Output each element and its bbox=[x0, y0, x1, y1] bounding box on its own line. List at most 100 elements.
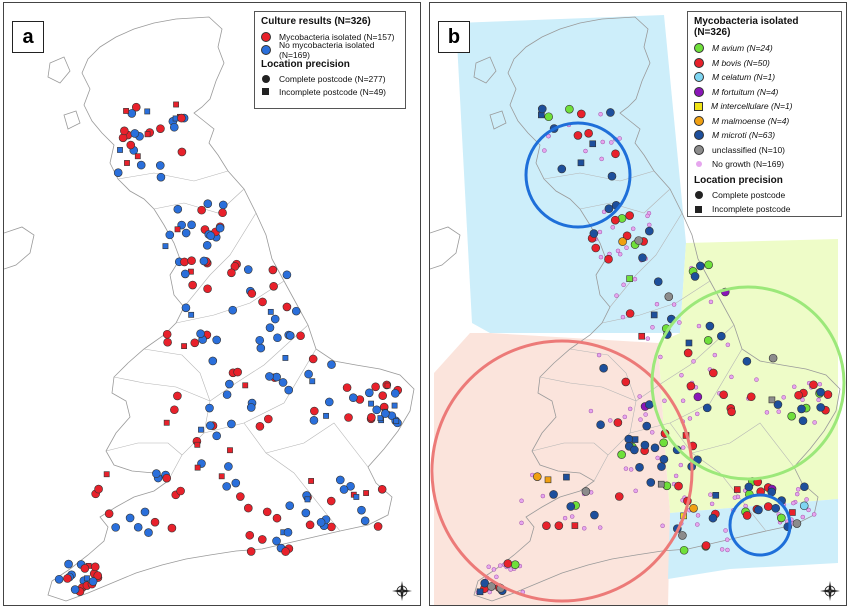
point-no-growth bbox=[781, 395, 786, 400]
point-isolated bbox=[162, 473, 172, 483]
point-m-bovis bbox=[742, 511, 752, 520]
point-not-isolated bbox=[368, 400, 374, 407]
point-no-growth bbox=[582, 526, 587, 531]
point-no-growth bbox=[622, 414, 628, 420]
point-isolated bbox=[282, 302, 292, 312]
point-m-microti bbox=[640, 440, 650, 450]
point-not-isolated bbox=[393, 418, 400, 424]
point-not-isolated bbox=[88, 577, 98, 586]
point-no-growth bbox=[671, 302, 677, 307]
point-no-growth bbox=[647, 222, 652, 228]
region-west bbox=[434, 333, 670, 605]
point-no-growth bbox=[546, 133, 551, 139]
point-isolated bbox=[227, 447, 233, 454]
point-m-bovis bbox=[625, 309, 635, 318]
county-boundary bbox=[113, 376, 211, 402]
point-m-microti bbox=[650, 443, 660, 453]
point-isolated bbox=[194, 441, 201, 448]
island-outline bbox=[489, 110, 507, 130]
point-no-growth bbox=[598, 111, 603, 117]
county-boundary bbox=[265, 422, 369, 468]
black-square-icon bbox=[695, 205, 702, 213]
point-not-isolated bbox=[224, 462, 233, 471]
legend-title: Culture results (N=326) bbox=[261, 16, 371, 27]
point-not-isolated bbox=[324, 397, 334, 407]
point-not-isolated bbox=[181, 228, 191, 238]
point-not-isolated bbox=[180, 269, 190, 279]
point-not-isolated bbox=[181, 303, 191, 313]
panel-label-a: a bbox=[12, 21, 44, 53]
legend-item-incomplete: Incomplete postcode (N=49) bbox=[261, 85, 399, 98]
point-isolated bbox=[174, 226, 181, 233]
point-isolated bbox=[342, 383, 352, 392]
purple-circle-icon bbox=[694, 86, 704, 97]
map-panel-a: a Culture results (N=326) Mycobacteria i… bbox=[3, 2, 421, 606]
point-no-growth bbox=[677, 320, 682, 325]
point-isolated bbox=[218, 208, 227, 218]
point-m-bovis bbox=[604, 254, 613, 264]
point-not-isolated bbox=[162, 243, 169, 250]
point-isolated bbox=[281, 547, 290, 556]
point-no-growth bbox=[540, 493, 546, 499]
point-m-avium bbox=[617, 450, 626, 459]
point-not-isolated bbox=[130, 129, 140, 138]
point-isolated bbox=[264, 414, 273, 424]
black-square-icon bbox=[262, 88, 269, 95]
point-no-growth bbox=[598, 254, 604, 260]
region-north bbox=[456, 15, 686, 333]
point-isolated bbox=[272, 513, 282, 523]
legend-item-isolated: Mycobacteria isolated (N=157) bbox=[261, 30, 399, 43]
point-no-growth bbox=[542, 148, 547, 153]
point-isolated bbox=[162, 329, 172, 339]
island-outline bbox=[473, 56, 497, 84]
point-unclassified bbox=[657, 480, 665, 488]
point-no-growth bbox=[658, 354, 663, 360]
point-m-malmoense bbox=[618, 237, 627, 246]
point-m-microti bbox=[596, 420, 605, 430]
county-boundary bbox=[579, 188, 671, 214]
point-not-isolated bbox=[117, 147, 123, 153]
point-not-isolated bbox=[283, 528, 293, 537]
point-m-microti bbox=[800, 482, 809, 492]
point-m-microti bbox=[646, 478, 656, 487]
point-isolated bbox=[120, 126, 129, 136]
ireland-coastline bbox=[430, 226, 461, 270]
point-no-growth bbox=[617, 251, 623, 257]
point-isolated bbox=[371, 382, 380, 392]
point-not-isolated bbox=[372, 405, 381, 415]
point-no-growth bbox=[519, 498, 524, 504]
point-not-isolated bbox=[165, 230, 175, 240]
point-m-bovis bbox=[571, 522, 579, 529]
point-m-bovis bbox=[763, 502, 773, 511]
point-not-isolated bbox=[144, 108, 151, 115]
point-isolated bbox=[247, 289, 257, 298]
point-no-growth bbox=[655, 455, 660, 461]
cluster-circle-south-east bbox=[728, 493, 792, 557]
point-isolated bbox=[156, 124, 165, 133]
point-m-bovis bbox=[638, 332, 646, 340]
point-isolated bbox=[90, 562, 100, 572]
point-not-isolated bbox=[360, 516, 370, 526]
point-no-growth bbox=[609, 140, 614, 145]
county-boundary bbox=[635, 324, 735, 402]
point-not-isolated bbox=[285, 331, 295, 340]
point-m-bovis bbox=[554, 521, 564, 530]
point-no-growth bbox=[599, 156, 604, 162]
point-isolated bbox=[326, 496, 336, 506]
point-not-isolated bbox=[272, 536, 281, 546]
point-no-growth bbox=[583, 148, 588, 154]
navy-circle-icon bbox=[694, 130, 704, 141]
red-circle-icon bbox=[261, 31, 271, 42]
point-isolated bbox=[170, 405, 179, 415]
point-not-isolated bbox=[265, 372, 274, 381]
point-m-avium bbox=[679, 545, 689, 555]
point-no-growth bbox=[708, 492, 713, 497]
point-isolated bbox=[134, 153, 141, 160]
point-isolated bbox=[124, 160, 130, 166]
point-m-microti bbox=[624, 434, 634, 444]
point-isolated bbox=[187, 256, 196, 265]
point-no-growth bbox=[660, 523, 665, 529]
point-m-malmoense bbox=[533, 472, 542, 481]
point-m-microti bbox=[708, 513, 718, 523]
point-isolated bbox=[104, 509, 114, 518]
